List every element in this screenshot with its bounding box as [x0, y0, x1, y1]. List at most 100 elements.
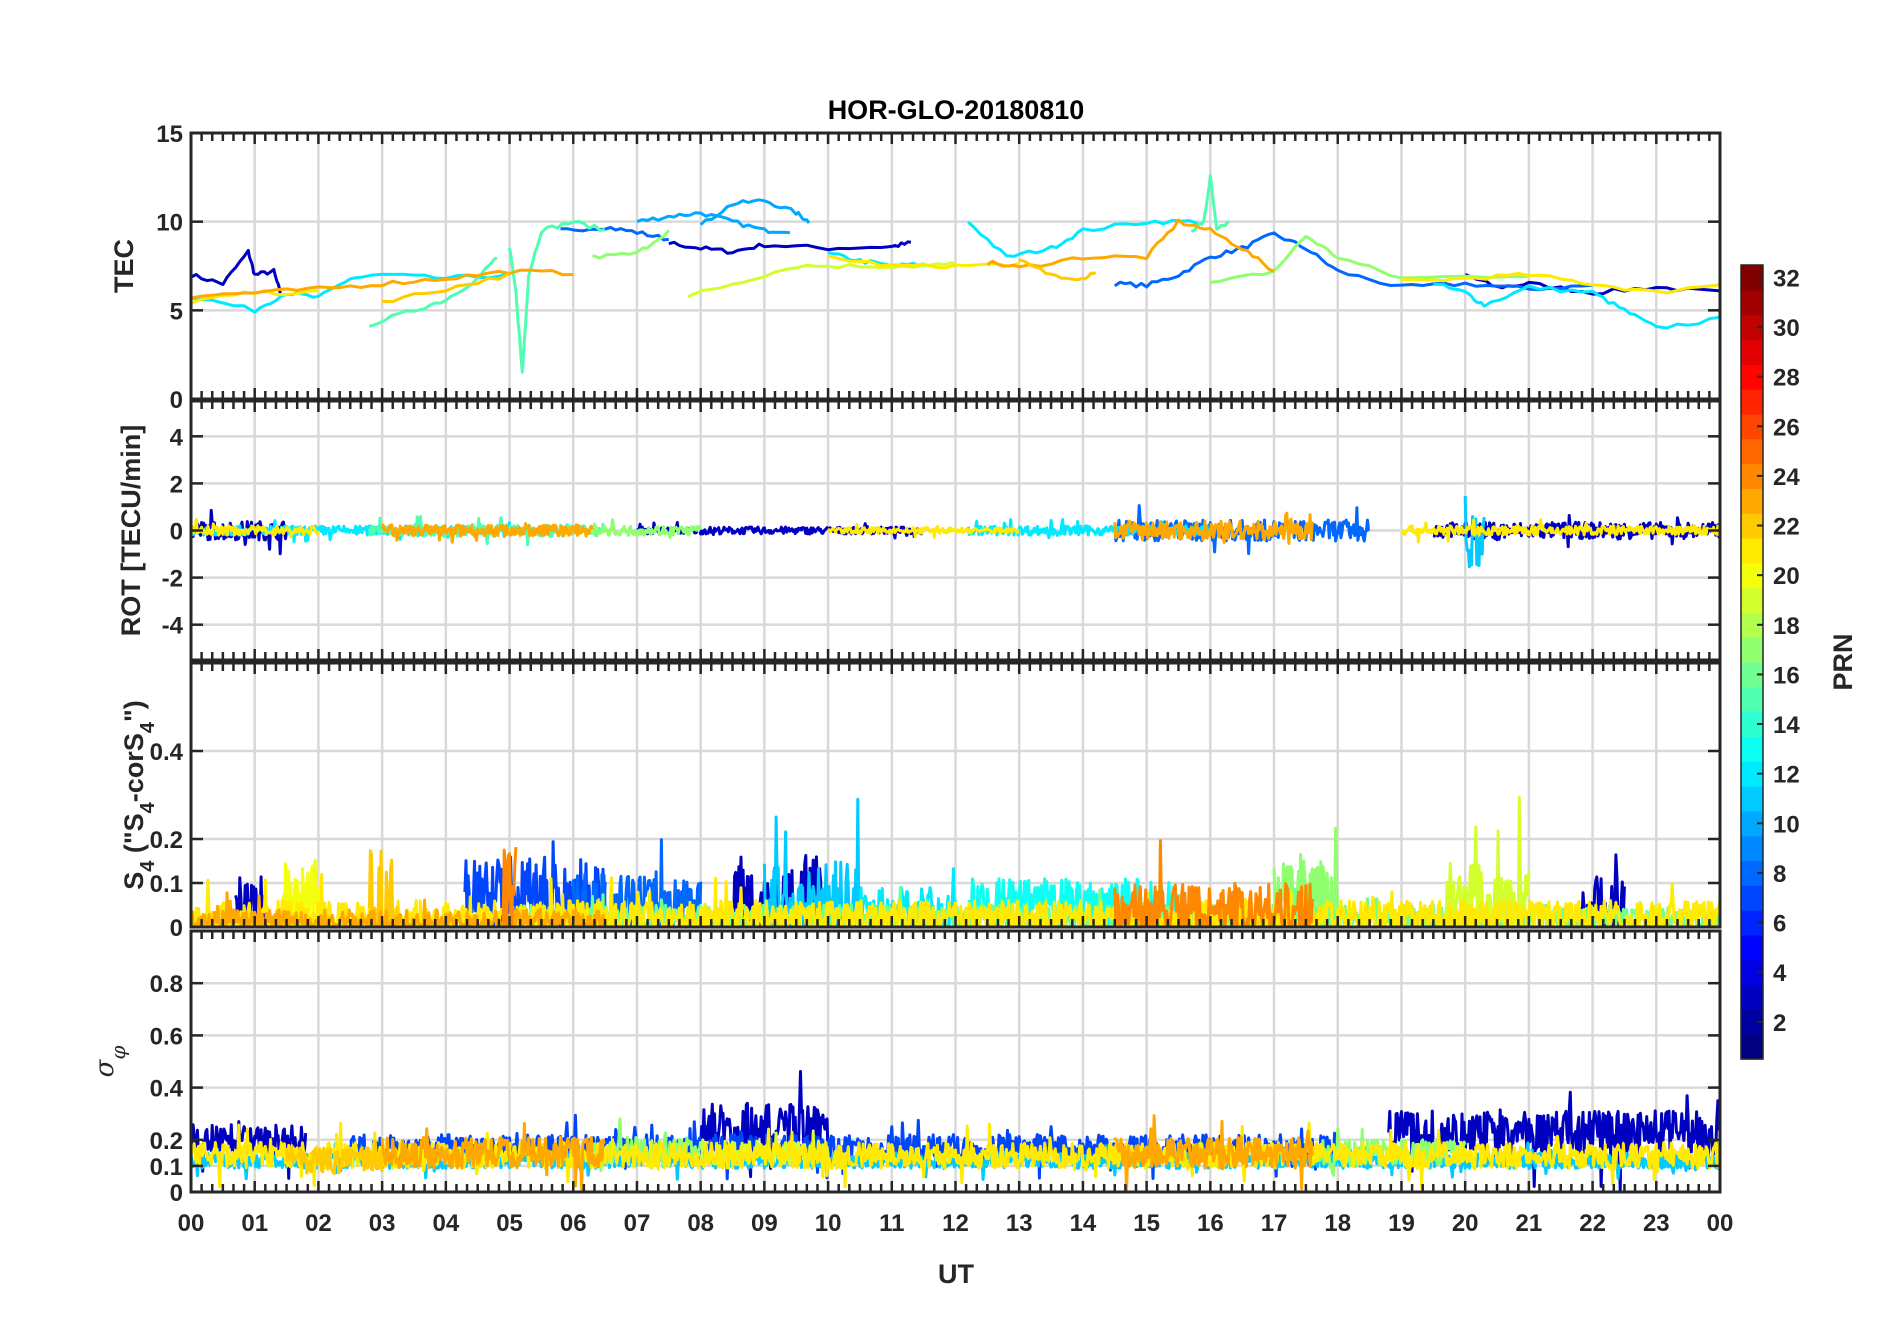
series-line-prn-23 [1113, 1114, 1314, 1192]
series-line-prn-19 [1444, 795, 1531, 927]
y-tick-label: 0 [170, 915, 183, 942]
series-line-prn-8 [560, 225, 669, 242]
colorbar-band [1741, 885, 1763, 911]
colorbar-tick-label: 26 [1773, 414, 1800, 441]
x-tick-label: 14 [1070, 1210, 1097, 1237]
colorbar-tick-label: 18 [1773, 613, 1800, 640]
colorbar-band [1741, 537, 1763, 564]
panel-3: 0 0.1 0.2 0.4S4 ("S4-corS4") [119, 661, 1722, 942]
colorbar-tick-label: 30 [1773, 315, 1800, 342]
series-line-prn-17 [590, 518, 703, 539]
colorbar-band [1741, 364, 1763, 390]
x-tick-label: 22 [1579, 1210, 1606, 1237]
x-tick-label: 01 [241, 1210, 268, 1237]
x-tick-label: 23 [1643, 1210, 1670, 1237]
series-line-prn-19 [687, 261, 956, 299]
colorbar-band [1741, 934, 1763, 961]
colorbar-band [1741, 662, 1763, 688]
colorbar-tick-label: 8 [1773, 861, 1786, 888]
series-line-prn-23 [380, 1122, 606, 1192]
series-line-prn-8 [1113, 504, 1370, 555]
series-line-prn-3 [191, 248, 282, 294]
colorbar-band [1741, 910, 1763, 936]
y-axis-label: TEC [109, 239, 139, 293]
colorbar-tick-label: 4 [1773, 960, 1787, 987]
series-line-prn-24 [501, 847, 518, 927]
series-line-prn-12 [967, 218, 1199, 258]
colorbar-band [1741, 860, 1763, 886]
colorbar-band [1741, 1009, 1763, 1035]
y-tick-label: 0.2 [150, 827, 183, 854]
colorbar-band [1741, 562, 1763, 589]
series-group [191, 1070, 1720, 1192]
colorbar-tick-label: 22 [1773, 514, 1800, 541]
y-axis-label: ROT [TECU/min] [116, 425, 146, 636]
colorbar-band [1741, 637, 1763, 663]
x-tick-label: 15 [1133, 1210, 1160, 1237]
colorbar-frame [1740, 264, 1764, 1060]
colorbar-band [1741, 314, 1763, 341]
series-line-prn-10 [699, 198, 811, 226]
x-tick-label: 00 [178, 1210, 205, 1237]
colorbar-band [1741, 488, 1763, 514]
y-tick-label: 0.4 [150, 1076, 184, 1103]
series-line-prn-21 [1401, 271, 1720, 295]
x-tick-label: 11 [879, 1210, 904, 1237]
colorbar-tick-label: 32 [1773, 265, 1800, 292]
colorbar-band [1741, 389, 1763, 415]
x-tick-label: 00 [1707, 1210, 1734, 1237]
x-tick-label: 04 [432, 1210, 459, 1237]
colorbar-tick-label: 28 [1773, 365, 1800, 392]
colorbar-band [1741, 289, 1763, 316]
series-line-prn-21 [191, 517, 320, 539]
colorbar-tick-label: 14 [1773, 712, 1800, 739]
y-axis-label: σφ [90, 1046, 130, 1078]
series-line-prn-3 [668, 240, 912, 255]
y-tick-label: 0 [170, 387, 183, 414]
colorbar-band [1741, 761, 1763, 787]
y-tick-label: 0 [170, 1180, 183, 1207]
x-tick-label: 06 [560, 1210, 587, 1237]
x-tick-label: 17 [1261, 1210, 1288, 1237]
colorbar-tick-label: 10 [1773, 811, 1800, 838]
y-tick-label: 0.4 [150, 739, 184, 766]
series-line-prn-21 [826, 523, 1020, 539]
y-axis-label: S4 ("S4-corS4") [119, 700, 159, 890]
series-line-prn-22 [1018, 258, 1097, 282]
colorbar-band [1741, 984, 1763, 1010]
x-tick-label: 21 [1516, 1210, 1543, 1237]
colorbar-band [1741, 587, 1763, 613]
series-line-prn-22 [382, 271, 511, 304]
colorbar-band [1741, 1034, 1763, 1060]
panel-1: 0 5 10 15 TEC [109, 121, 1722, 414]
series-group [191, 174, 1720, 374]
panel-4: 00.10.2 0.4 0.6 0.8 σφ [90, 929, 1722, 1207]
colorbar-band [1741, 711, 1763, 738]
series-line-prn-15 [368, 256, 498, 328]
y-tick-label: -2 [162, 566, 183, 593]
colorbar-band [1741, 612, 1763, 638]
series-line-prn-23 [380, 522, 594, 544]
colorbar-tick-label: 6 [1773, 911, 1786, 938]
colorbar-band [1741, 686, 1763, 713]
colorbar-band [1741, 786, 1763, 812]
x-tick-label: 18 [1324, 1210, 1351, 1237]
x-tick-label: 09 [751, 1210, 778, 1237]
colorbar-tick-label: 16 [1773, 662, 1800, 689]
y-tick-label: 0.2 [150, 1128, 183, 1155]
colorbar-band [1741, 959, 1763, 986]
colorbar-band [1741, 463, 1763, 489]
x-tick-label: 13 [1006, 1210, 1033, 1237]
series-line-prn-21 [1401, 518, 1720, 544]
series-line-prn-8 [1113, 231, 1593, 292]
colorbar-label: PRN [1828, 633, 1858, 690]
chart-title: HOR-GLO-20180810 [828, 95, 1085, 125]
y-tick-label: 2 [170, 471, 183, 498]
x-tick-label: 19 [1388, 1210, 1415, 1237]
colorbar-band [1741, 835, 1763, 862]
x-axis-label: UT [938, 1259, 974, 1289]
series-line-prn-17 [1210, 234, 1529, 284]
y-tick-label: 10 [156, 210, 183, 237]
